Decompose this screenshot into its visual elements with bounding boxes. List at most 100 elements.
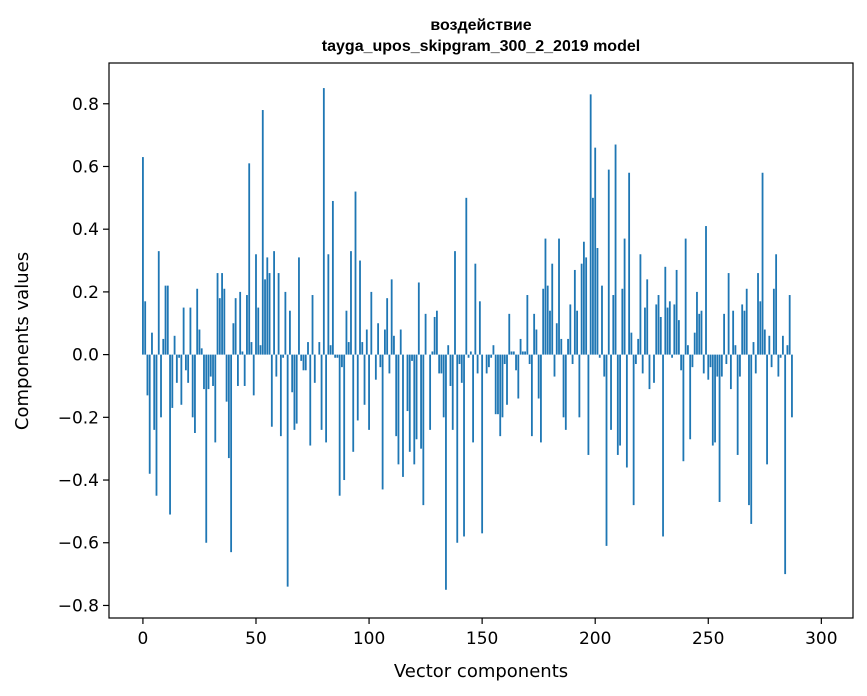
bar-124 [422,354,425,506]
bar-20 [187,354,190,383]
bar-264 [739,354,741,377]
bar-150 [481,354,484,534]
bar-208 [612,295,615,355]
bar-287 [791,354,793,418]
bar-12 [169,354,171,515]
bar-170 [526,295,529,355]
bar-19 [184,354,187,371]
bar-218 [635,354,637,365]
bar-206 [607,169,610,355]
bar-7 [157,251,160,355]
bar-282 [779,354,782,358]
bar-17 [180,354,183,405]
bar-237 [677,320,680,355]
bar-246 [698,313,701,355]
bar-276 [766,354,768,465]
bar-192 [576,310,579,355]
bar-228 [657,295,660,355]
bar-40 [232,323,235,355]
bar-214 [625,354,628,468]
bar-259 [727,273,730,355]
x-axis-ticks: 0 50 100 150 200 250 300 [138,618,838,649]
bar-123 [420,354,422,449]
y-tick-label: −0.8 [58,596,99,616]
y-tick-label: 0.0 [72,346,99,366]
bar-89 [343,354,346,481]
bar-144 [467,354,470,358]
bar-174 [535,329,538,355]
y-tick-label: −0.4 [58,471,99,491]
bar-79 [320,354,323,430]
bar-23 [194,354,196,433]
bar-207 [610,354,612,430]
bar-273 [759,301,762,355]
bar-199 [592,197,594,355]
bar-122 [417,282,420,355]
bar-44 [241,351,244,355]
bar-149 [478,301,481,355]
x-tick-label: 200 [579,629,611,649]
bar-32 [214,354,217,443]
bar-105 [379,354,382,368]
bar-247 [700,310,703,355]
bar-203 [601,285,603,355]
bar-103 [374,354,377,380]
bar-157 [497,354,499,415]
bar-76 [313,354,316,383]
bar-280 [775,254,778,355]
bar-250 [707,354,710,380]
bar-201 [596,248,599,355]
bar-30 [209,354,212,377]
bar-258 [725,354,728,365]
bar-231 [664,266,667,355]
bar-65 [289,310,291,355]
bar-224 [648,354,651,390]
y-tick-label: 0.8 [72,95,99,115]
bar-10 [164,285,167,355]
x-tick-label: 0 [138,629,149,649]
bar-38 [227,354,230,459]
bar-78 [318,342,321,355]
bar-196 [585,257,588,355]
bar-83 [329,345,332,355]
bar-184 [558,238,560,355]
x-tick-label: 300 [805,629,837,649]
bar-186 [562,354,565,418]
bar-39 [230,354,233,553]
bar-97 [361,342,364,355]
bar-111 [393,335,395,355]
bar-156 [494,354,497,415]
y-axis-label: Components values [12,252,33,430]
bar-159 [501,354,504,418]
bar-33 [216,273,219,355]
bar-1 [144,301,147,355]
bar-53 [261,110,264,355]
bar-262 [734,345,737,355]
bar-233 [668,301,671,355]
bar-69 [298,257,300,355]
bar-146 [472,354,474,443]
bar-189 [569,304,572,355]
bar-177 [542,288,545,355]
bar-18 [182,307,185,355]
bar-51 [257,307,260,355]
bar-152 [485,354,488,374]
bar-187 [564,354,567,430]
bar-268 [748,354,750,506]
bar-221 [641,354,644,374]
bar-277 [768,335,771,355]
bar-14 [173,335,176,355]
bar-112 [395,354,398,437]
bar-160 [503,354,506,365]
bar-195 [582,241,585,355]
bar-5 [153,354,156,430]
bar-45 [243,354,246,386]
bar-227 [655,304,658,355]
bar-70 [300,354,303,361]
bar-60 [277,273,280,355]
bar-178 [544,238,547,355]
bar-135 [447,345,450,355]
bar-88 [341,354,343,368]
bar-167 [519,338,522,355]
bar-93 [352,354,355,452]
